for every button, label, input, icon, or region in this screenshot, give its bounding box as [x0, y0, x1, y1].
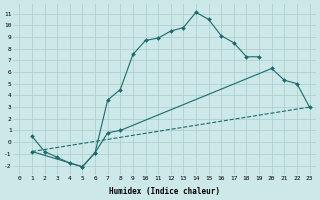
X-axis label: Humidex (Indice chaleur): Humidex (Indice chaleur)	[109, 187, 220, 196]
